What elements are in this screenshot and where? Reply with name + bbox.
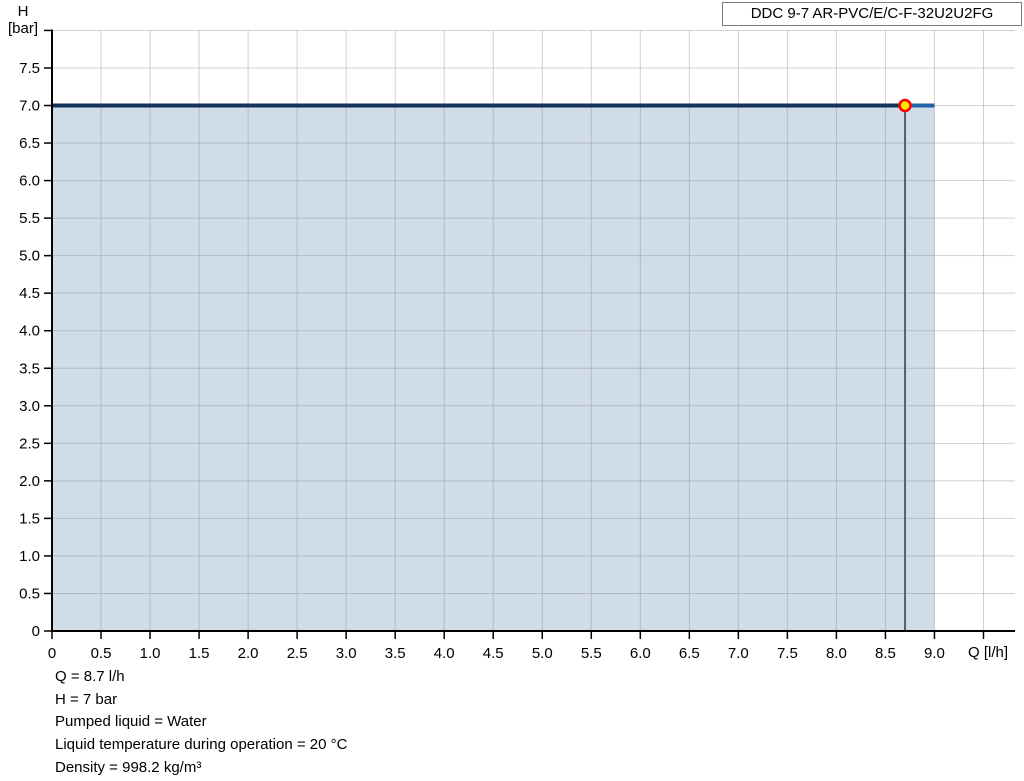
y-tick-label: 3.5 — [19, 360, 40, 377]
x-tick-label: 0 — [48, 645, 56, 661]
y-axis-title-unit: [bar] — [7, 20, 38, 37]
x-tick-label: 4.5 — [483, 645, 504, 661]
x-tick-label: 3.5 — [385, 645, 406, 661]
y-tick-label: 5.0 — [19, 248, 40, 265]
x-tick-label: 1.5 — [189, 645, 210, 661]
x-tick-label: 5.0 — [532, 645, 553, 661]
y-tick-label: 6.0 — [19, 173, 40, 190]
x-tick-label: 7.5 — [777, 645, 798, 661]
head-value-line: H = 7 bar — [55, 690, 118, 708]
x-tick-label: 6.5 — [679, 645, 700, 661]
flow-value-line: Q = 8.7 l/h — [55, 668, 125, 685]
y-tick-label: 2.5 — [19, 435, 40, 452]
y-tick-label: 0 — [32, 623, 40, 640]
curve-area-fill — [52, 105, 935, 631]
duty-point-marker[interactable] — [898, 98, 912, 113]
pump-model-title-box: DDC 9-7 AR-PVC/E/C-F-32U2U2FG — [722, 2, 1022, 26]
operating-conditions: Q = 8.7 l/h H = 7 bar Pumped liquid = Wa… — [55, 666, 347, 780]
x-tick-label: 6.0 — [630, 645, 651, 661]
y-tick-label: 4.0 — [19, 323, 40, 340]
pumped-liquid-line: Pumped liquid = Water — [55, 713, 207, 731]
pump-model-label: DDC 9-7 AR-PVC/E/C-F-32U2U2FG — [750, 5, 994, 22]
x-tick-label: 7.0 — [728, 645, 749, 661]
x-axis-title: Q [l/h] — [967, 644, 1008, 661]
x-tick-label: 8.5 — [875, 645, 896, 661]
y-tick-label: 7.0 — [19, 98, 40, 115]
y-tick-label: 2.0 — [19, 473, 40, 490]
x-tick-label: 2.5 — [287, 645, 308, 661]
y-tick-label: 7.5 — [19, 60, 40, 77]
chart-plot-area[interactable]: 0 0.5 1.0 1.5 2.0 2.5 3.0 3.5 4.0 4.5 5.0 5.5 6.0 6.5… — [0, 0, 1024, 661]
y-tick-label: 5.5 — [19, 210, 40, 227]
x-tick-label: 4.0 — [434, 645, 455, 661]
liquid-temperature-line: Liquid temperature during operation = 20… — [55, 736, 348, 754]
x-tick-label: 9.0 — [924, 645, 945, 661]
x-tick-label: 0.5 — [91, 645, 112, 661]
y-tick-label: 1.5 — [19, 510, 40, 527]
y-tick-label: 0.5 — [19, 585, 40, 602]
x-tick-label: 2.0 — [238, 645, 259, 661]
y-tick-label: 3.0 — [19, 398, 40, 415]
y-tick-label: 6.5 — [19, 135, 40, 152]
x-tick-label: 8.0 — [826, 645, 847, 661]
x-tick-label: 5.5 — [581, 645, 602, 661]
y-axis-title: H [bar] — [0, 3, 46, 37]
x-tick-label: 1.0 — [140, 645, 161, 661]
x-tick-label: 3.0 — [336, 645, 357, 661]
density-line: Density = 998.2 kg/m³ — [55, 758, 202, 776]
y-tick-label: 1.0 — [19, 548, 40, 565]
y-axis-title-symbol: H — [17, 3, 29, 20]
y-tick-label: 4.5 — [19, 285, 40, 302]
